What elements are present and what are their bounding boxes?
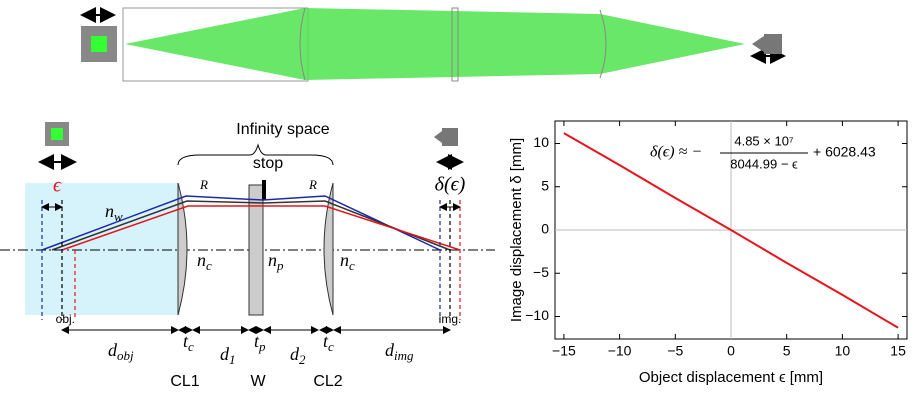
label: ϵ <box>53 175 62 197</box>
symbol-sub: obj <box>117 348 134 363</box>
y-tick-label: −10 <box>525 307 549 323</box>
label: img. <box>439 312 462 326</box>
symbol-sub: c <box>349 258 355 273</box>
symbol: nc <box>197 250 212 273</box>
symbol: d2 <box>290 344 306 367</box>
x-tick-label: −15 <box>552 343 576 359</box>
symbol: dobj <box>108 340 134 363</box>
label: R <box>308 177 317 192</box>
symbol: d1 <box>220 344 236 367</box>
symbol-base: t <box>183 331 189 351</box>
label: CL1 <box>170 373 199 390</box>
symbol-sub: p <box>258 339 266 354</box>
symbol-base: n <box>197 250 206 270</box>
x-tick-label: 10 <box>835 343 851 359</box>
symbol-sub: 1 <box>229 352 236 367</box>
symbol-base: d <box>220 344 230 364</box>
data-line <box>563 132 899 329</box>
symbol-sub: p <box>276 258 284 273</box>
annotation: + 6028.43 <box>813 144 876 160</box>
annotation: 4.85 × 10⁷ <box>734 133 794 148</box>
y-tick-label: −5 <box>533 264 549 280</box>
symbol-sub: w <box>114 209 123 224</box>
label: R <box>199 177 208 192</box>
symbol: dimg <box>385 340 414 363</box>
label: stop <box>253 155 283 172</box>
y-tick-label: 10 <box>533 134 549 150</box>
symbol-base: t <box>323 331 329 351</box>
x-tick-label: −10 <box>608 343 632 359</box>
symbol: tc <box>183 331 194 354</box>
symbol-base: t <box>254 331 260 351</box>
schematic: Infinity space stop ϵ δ(ϵ) R R obj. img.… <box>0 121 495 390</box>
label: obj. <box>56 312 75 326</box>
symbol: nc <box>340 250 355 273</box>
symbol: tp <box>254 331 266 354</box>
ray-trace <box>80 7 786 82</box>
x-tick-label: 15 <box>890 343 906 359</box>
symbol: tc <box>323 331 334 354</box>
symbol-sub: c <box>206 258 212 273</box>
symbol-sub: 2 <box>299 352 306 367</box>
label: δ(ϵ) <box>435 174 466 196</box>
symbol: np <box>268 250 284 273</box>
annotation: 8044.99 − ϵ <box>730 156 798 171</box>
symbol-base: n <box>105 201 114 221</box>
symbol-sub: img <box>394 348 414 363</box>
symbol-base: d <box>108 340 118 360</box>
label: CL2 <box>313 373 342 390</box>
x-tick-label: 5 <box>783 343 791 359</box>
symbol-base: d <box>385 340 395 360</box>
x-tick-label: −5 <box>667 343 683 359</box>
symbol: nw <box>105 201 123 224</box>
y-axis-label: Image displacement δ [mm] <box>508 138 525 322</box>
symbol-base: d <box>290 344 300 364</box>
y-tick-label: 0 <box>541 221 549 237</box>
annotation: δ(ϵ) ≈ − <box>650 144 702 161</box>
label: Infinity space <box>236 121 329 138</box>
x-axis-label: Object displacement ϵ [mm] <box>639 369 823 386</box>
symbol-sub: c <box>188 339 194 354</box>
symbol-base: n <box>340 250 349 270</box>
y-tick-label: 5 <box>541 177 549 193</box>
symbol-base: n <box>268 250 277 270</box>
symbol-sub: c <box>328 339 334 354</box>
label: W <box>250 373 266 390</box>
x-tick-label: 0 <box>727 343 735 359</box>
